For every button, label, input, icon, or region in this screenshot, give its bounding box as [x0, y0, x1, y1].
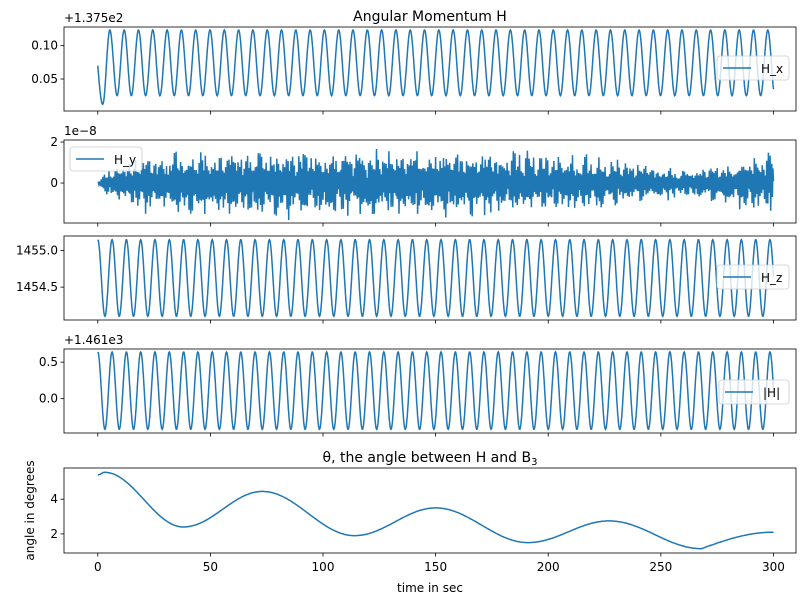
legend: |H|	[718, 379, 790, 405]
legend-frame	[718, 379, 790, 405]
y-tick-label: 0	[50, 176, 58, 190]
axes-frame	[63, 26, 797, 112]
title-subscript: 3	[531, 457, 537, 468]
y-tick-label: 0.5	[39, 355, 58, 369]
axis-offset-label: 1e−8	[64, 124, 97, 138]
x-tick-label: 0	[94, 560, 102, 574]
legend-label: H_y	[114, 153, 136, 167]
legend-label: H_x	[761, 62, 783, 76]
series-line-H_x	[97, 28, 775, 106]
axes-frame	[63, 235, 797, 321]
subplot-4: 0.0 0.5 +1.461e3 |H|	[39, 333, 797, 437]
legend: H_z	[716, 264, 790, 290]
y-tick-label: 2	[50, 135, 58, 149]
y-tick-label: 0.05	[31, 72, 58, 86]
series-line-H_z	[97, 238, 775, 318]
subplot-title: θ, the angle between H and B3	[323, 450, 538, 468]
x-axis-label: time in sec	[397, 581, 463, 595]
series-line-theta	[97, 471, 774, 550]
y-tick-label: 1455.0	[16, 244, 58, 258]
y-tick-label: 2	[50, 527, 58, 541]
x-tick-label: 200	[537, 560, 560, 574]
subplot-1: 0.05 0.10 +1.375e2 Angular Momentum H H_x	[31, 9, 797, 115]
legend: H_x	[716, 55, 790, 81]
legend-frame	[716, 264, 790, 290]
y-tick-label: 4	[50, 492, 58, 506]
x-tick-label: 300	[762, 560, 785, 574]
legend-frame	[716, 55, 790, 81]
axes-frame	[63, 348, 797, 434]
x-tick-label: 150	[424, 560, 447, 574]
axes-frame	[63, 467, 797, 554]
x-tick-label: 100	[312, 560, 335, 574]
axis-offset-label: +1.375e2	[64, 11, 123, 25]
y-tick-label: 0.0	[39, 392, 58, 406]
subplot-3: 1454.5 1455.0 H_z	[16, 235, 797, 324]
y-tick-label: 1454.5	[16, 280, 58, 294]
x-tick-label: 250	[649, 560, 672, 574]
y-tick-label: 0.10	[31, 39, 58, 53]
legend-label: H_z	[761, 271, 782, 285]
series-line-H_y	[97, 148, 775, 221]
legend: H_y	[69, 146, 143, 172]
y-axis-label: angle in degrees	[23, 460, 37, 560]
subplot-5: 2 4 0 50 100 150 200 250 300 θ, the angle between…	[23, 450, 797, 595]
subplot-2: 0 2 1e−8 H_y	[50, 124, 797, 227]
axes-frame	[63, 139, 797, 224]
subplot-title: Angular Momentum H	[353, 9, 507, 25]
axis-offset-label: +1.461e3	[64, 333, 123, 347]
series-line-H	[97, 350, 775, 431]
x-tick-label: 50	[203, 560, 218, 574]
legend-frame	[69, 146, 143, 172]
legend-label: |H|	[763, 386, 780, 400]
